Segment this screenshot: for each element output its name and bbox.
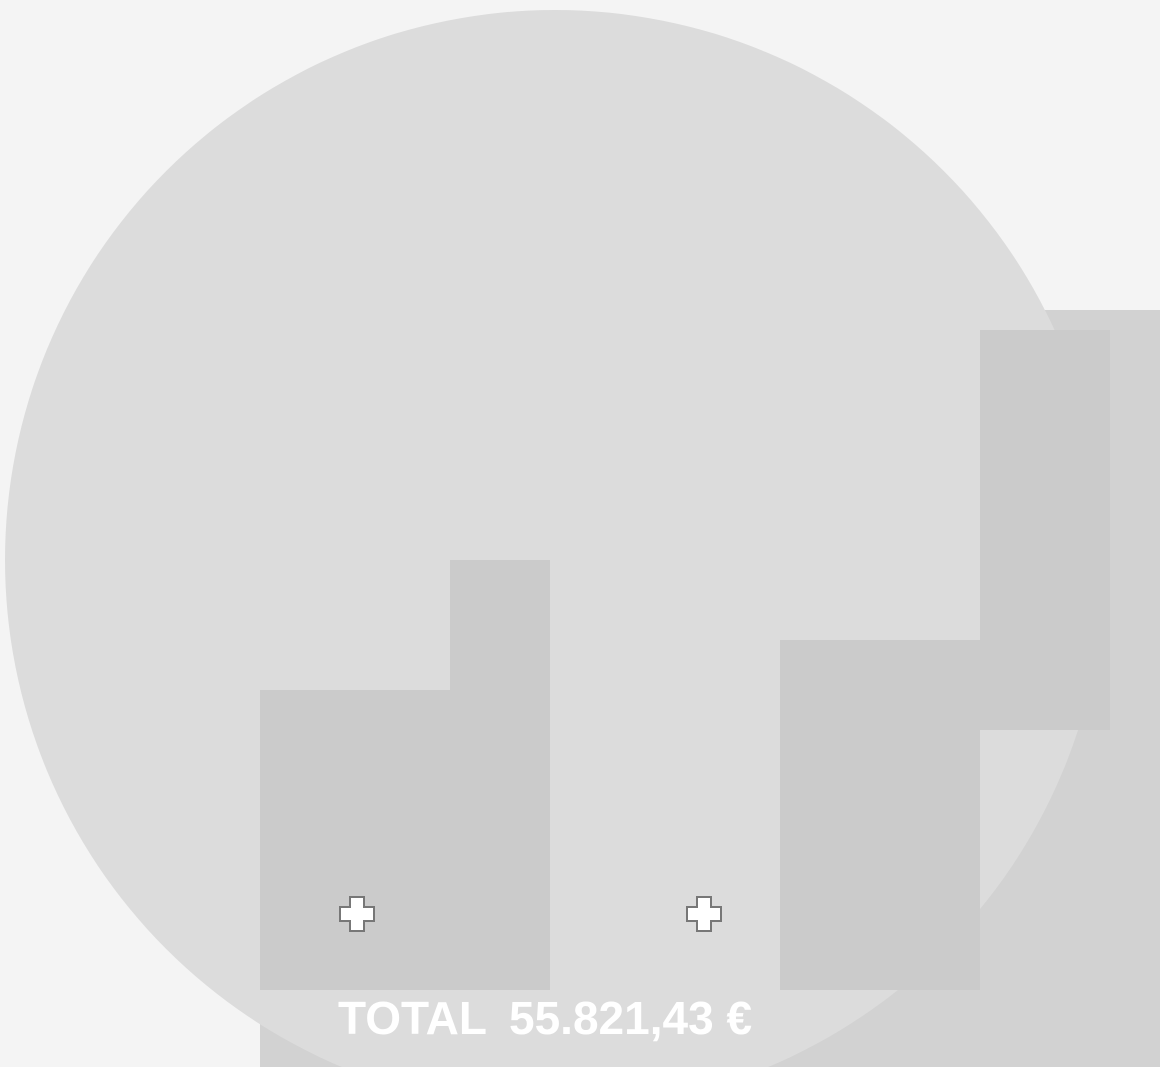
building-shapes: [260, 330, 1110, 990]
total-value: 55.821,43 €: [509, 992, 752, 1044]
plus-icon: [339, 896, 722, 932]
total-text: TOTAL 55.821,43 €: [338, 992, 752, 1044]
summary: TOTAL 55.821,43 €: [338, 896, 752, 1044]
total-label: TOTAL: [338, 992, 487, 1044]
